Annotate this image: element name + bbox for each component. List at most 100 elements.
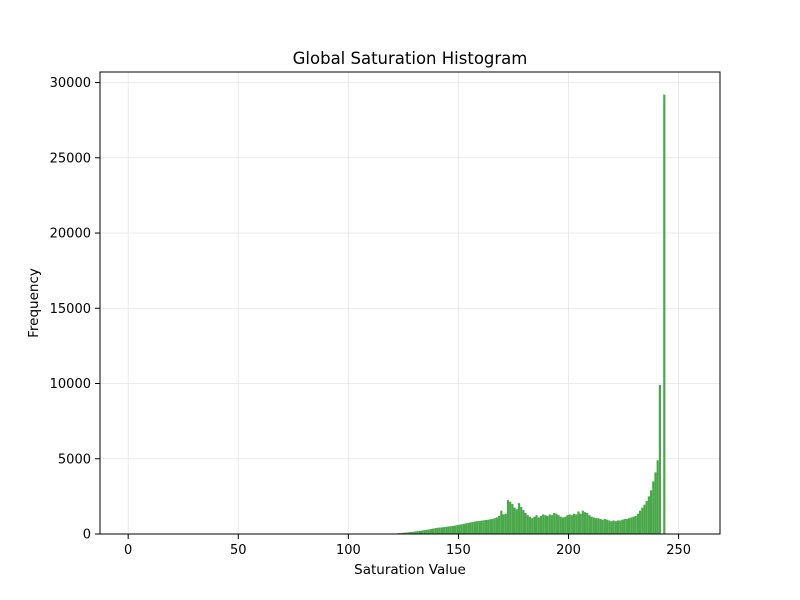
- histogram-bar: [623, 518, 626, 534]
- histogram-bar: [526, 515, 529, 534]
- histogram-bar: [634, 515, 637, 534]
- histogram-bar: [451, 525, 455, 534]
- y-tick-label: 25000: [50, 151, 91, 166]
- histogram-bar: [619, 520, 622, 534]
- x-tick-label: 0: [124, 543, 132, 558]
- histogram-bar: [612, 520, 615, 534]
- histogram-bar: [440, 527, 444, 534]
- histogram-bar: [447, 526, 450, 534]
- histogram-bar: [473, 521, 477, 534]
- histogram-bar: [548, 514, 551, 534]
- histogram-bar: [553, 512, 556, 534]
- plot-frame: [99, 71, 721, 535]
- histogram-bar: [401, 532, 404, 534]
- histogram-bar: [515, 509, 518, 534]
- histogram-bar: [476, 521, 479, 534]
- histogram-bar: [524, 512, 527, 534]
- histogram-bar: [432, 528, 435, 534]
- histogram-bar: [522, 509, 525, 534]
- histogram-bar: [564, 516, 567, 534]
- histogram-bar: [632, 516, 635, 534]
- y-tick-label: 5000: [58, 452, 91, 467]
- y-tick-label: 0: [83, 528, 91, 543]
- histogram-bar: [467, 522, 470, 534]
- histogram-bar: [592, 517, 595, 534]
- y-tick-label: 30000: [50, 76, 91, 91]
- histogram-bar: [579, 513, 582, 534]
- histogram-bar: [491, 518, 494, 534]
- y-tick-label: 10000: [50, 377, 91, 392]
- histogram-bar: [465, 523, 468, 534]
- histogram-bar: [487, 519, 490, 534]
- histogram-bar: [504, 513, 507, 534]
- histogram-bar: [513, 507, 516, 534]
- histogram-bar: [614, 521, 617, 534]
- histogram-bar: [418, 530, 422, 534]
- histogram-bar: [599, 518, 602, 534]
- histogram-bar: [484, 520, 488, 534]
- histogram-bar: [539, 515, 543, 534]
- histogram-bar: [557, 515, 560, 534]
- histogram-bar: [493, 518, 496, 534]
- y-tick-label: 20000: [50, 227, 91, 242]
- histogram-bar: [495, 517, 499, 534]
- histogram-bar: [407, 532, 410, 534]
- histogram-bar: [597, 518, 600, 534]
- histogram-bar: [517, 503, 521, 534]
- histogram-bar: [577, 511, 580, 534]
- histogram-bar: [601, 519, 604, 534]
- histogram-bar: [656, 460, 659, 534]
- histogram-bar: [462, 523, 466, 534]
- histogram-bar: [561, 517, 565, 534]
- histogram-bar: [429, 529, 433, 534]
- histogram-bar: [478, 520, 481, 534]
- histogram-bar: [423, 530, 426, 534]
- histogram-bar: [586, 512, 589, 534]
- histogram-bar: [544, 515, 547, 534]
- histogram-bar: [498, 515, 501, 534]
- histogram-bar: [511, 503, 514, 534]
- histogram-bar: [616, 520, 620, 534]
- histogram-bar: [416, 531, 419, 534]
- histogram-bar: [583, 512, 587, 534]
- histogram-bar: [625, 518, 628, 534]
- histogram-bar: [652, 481, 655, 534]
- histogram-bar: [436, 527, 439, 534]
- histogram-bar: [608, 520, 611, 534]
- histogram-bar: [559, 516, 562, 534]
- histogram-bars: [396, 94, 666, 534]
- histogram-bar: [575, 514, 578, 534]
- histogram-bar: [458, 524, 461, 534]
- histogram-bar: [638, 510, 642, 534]
- histogram-bar: [550, 515, 554, 534]
- histogram-bar: [542, 514, 545, 534]
- histogram-bar: [528, 516, 532, 534]
- histogram-bar: [627, 518, 631, 534]
- histogram-bar: [588, 515, 591, 534]
- histogram-bar: [414, 531, 417, 534]
- histogram-bar: [427, 529, 430, 534]
- histogram-bar: [535, 515, 538, 534]
- histogram-bar: [449, 526, 452, 534]
- histogram-bar: [603, 518, 606, 534]
- histogram-bar: [403, 532, 406, 534]
- histogram-bar: [570, 515, 573, 534]
- histogram-bar: [471, 521, 474, 534]
- histogram-bar: [645, 500, 648, 534]
- x-tick-label: 150: [446, 543, 471, 558]
- histogram-bar: [509, 501, 512, 534]
- histogram-bar: [658, 385, 661, 534]
- histogram-bar: [533, 516, 536, 534]
- y-tick-label: 15000: [50, 302, 91, 317]
- histogram-bar: [566, 515, 569, 534]
- histogram-bar: [643, 504, 646, 534]
- chart-title: Global Saturation Histogram: [293, 49, 528, 68]
- x-tick-label: 50: [230, 543, 247, 558]
- histogram-bar: [647, 496, 650, 534]
- histogram-bar: [506, 500, 510, 534]
- histogram-bar: [590, 516, 593, 534]
- histogram-bar: [572, 513, 576, 534]
- histogram-bar: [594, 518, 598, 534]
